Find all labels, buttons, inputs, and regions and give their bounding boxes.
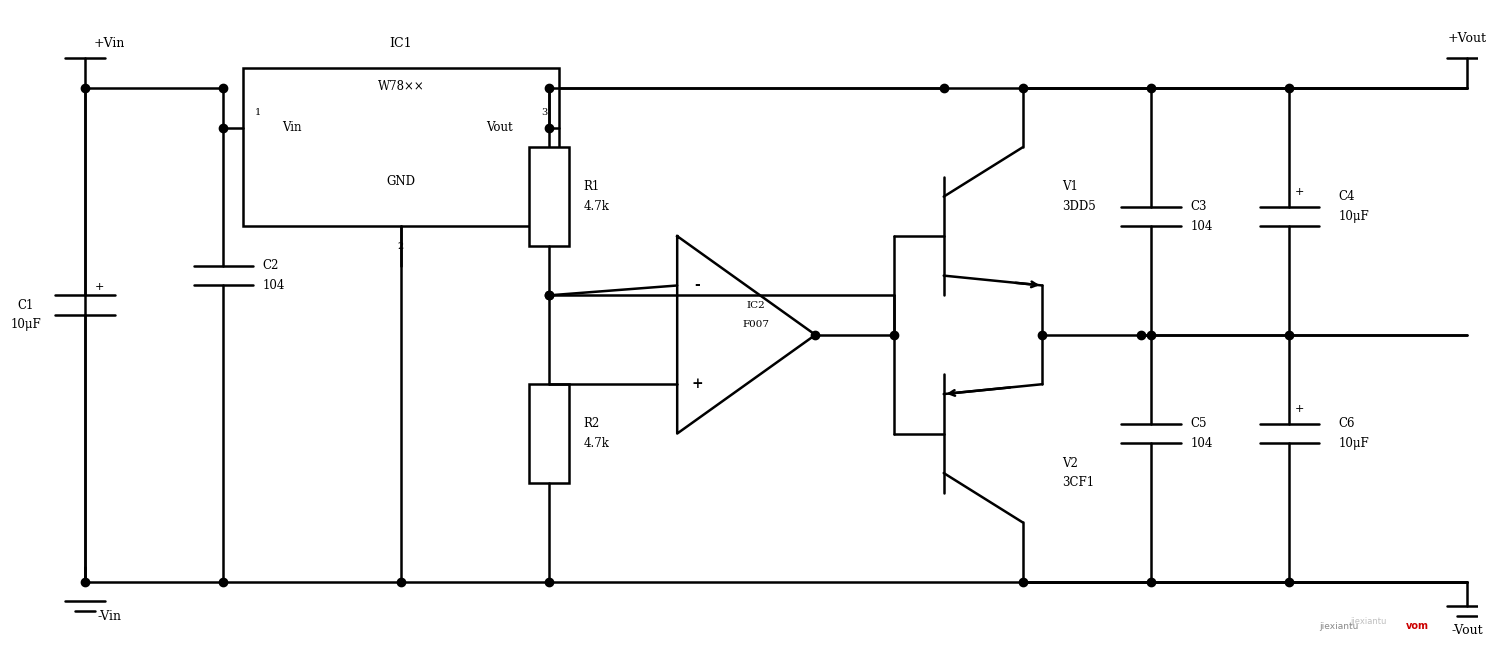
Text: V1: V1 (1062, 180, 1078, 194)
Text: C1: C1 (18, 299, 34, 312)
Text: 4.7k: 4.7k (583, 200, 610, 213)
Text: jiexiantu: jiexiantu (1320, 622, 1358, 631)
Text: +: + (95, 283, 104, 292)
Text: 10μF: 10μF (1339, 210, 1369, 223)
Text: 104: 104 (1190, 437, 1212, 450)
Text: C5: C5 (1190, 417, 1208, 430)
Bar (529, 384, 568, 483)
Text: R2: R2 (583, 417, 599, 430)
Text: GND: GND (386, 175, 416, 188)
Text: 3: 3 (541, 108, 547, 117)
Text: 3DD5: 3DD5 (1062, 200, 1096, 213)
Text: R1: R1 (583, 180, 599, 194)
Text: 104: 104 (1190, 220, 1212, 233)
Text: W78××: W78×× (377, 79, 423, 93)
Text: -: - (695, 279, 699, 292)
Text: -Vout: -Vout (1451, 624, 1482, 637)
Text: C4: C4 (1339, 190, 1355, 203)
Text: V2: V2 (1062, 457, 1078, 470)
Text: C3: C3 (1190, 200, 1208, 213)
Text: 2: 2 (398, 241, 404, 250)
Text: +: + (1294, 186, 1303, 197)
Text: Vout: Vout (486, 121, 513, 134)
Text: 104: 104 (262, 279, 285, 292)
Text: +: + (692, 377, 702, 392)
Bar (529, 147, 568, 246)
Text: 4.7k: 4.7k (583, 437, 610, 450)
Text: +Vout: +Vout (1448, 32, 1487, 45)
Text: F007: F007 (743, 321, 769, 330)
Bar (243, 68, 559, 226)
Text: C6: C6 (1339, 417, 1355, 430)
Text: IC1: IC1 (389, 37, 412, 50)
Text: 1: 1 (255, 108, 261, 117)
Text: vom: vom (1406, 621, 1428, 631)
Text: +Vin: +Vin (94, 37, 125, 50)
Text: IC2: IC2 (747, 301, 765, 310)
Text: jiexiantu: jiexiantu (1349, 617, 1387, 626)
Text: 10μF: 10μF (10, 319, 42, 332)
Text: -Vin: -Vin (97, 610, 122, 622)
Text: 10μF: 10μF (1339, 437, 1369, 450)
Text: +: + (1294, 404, 1303, 414)
Text: 3CF1: 3CF1 (1062, 477, 1094, 490)
Text: Vin: Vin (282, 121, 303, 134)
Text: C2: C2 (262, 259, 279, 272)
